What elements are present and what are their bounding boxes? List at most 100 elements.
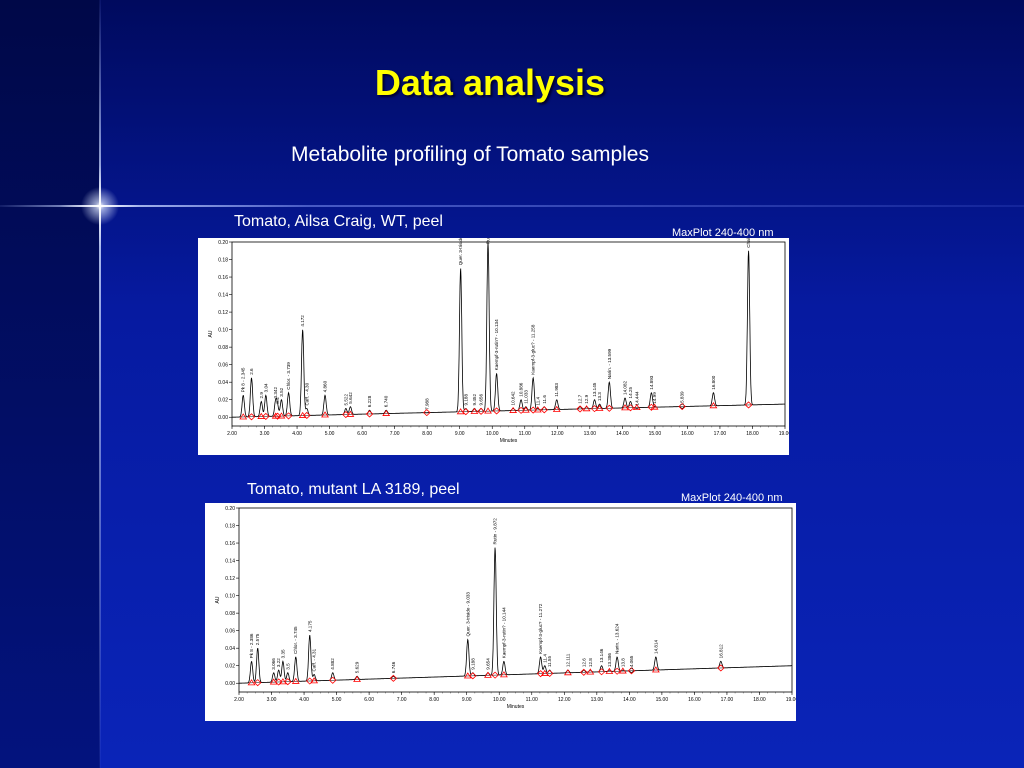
peak-label: 16.800 — [711, 375, 716, 389]
peak-label: 6.228 — [367, 395, 372, 407]
peak-marker — [580, 668, 588, 676]
x-tick-label: 18.00 — [753, 697, 766, 703]
sparkle-vertical — [99, 165, 101, 247]
peak-label: 4.882 — [330, 658, 335, 670]
y-tick-label: 0.10 — [225, 594, 235, 600]
x-tick-label: 7.00 — [390, 431, 400, 437]
x-tick-label: 19.00 — [786, 697, 796, 703]
peak-label: 3.5 — [285, 663, 290, 670]
y-tick-label: 0.00 — [218, 415, 228, 421]
peak-label: 4.860 — [323, 380, 328, 392]
x-tick-label: 3.00 — [260, 431, 270, 437]
y-tick-label: 0.20 — [225, 506, 235, 512]
peak-marker — [651, 666, 660, 673]
y-tick-label: 0.00 — [225, 681, 235, 687]
peak-label: 9.188 — [463, 394, 468, 406]
peak-label: 3.04 — [263, 383, 268, 392]
peak-label: 14.082 — [623, 380, 628, 394]
peak-marker — [321, 411, 329, 418]
peak-label: 3.4 — [275, 397, 280, 404]
x-tick-label: 17.00 — [714, 431, 727, 437]
peak-marker — [284, 678, 292, 686]
x-tick-label: 2.00 — [234, 697, 244, 703]
peak-label: 12.7 — [578, 394, 583, 403]
chart-2-chromatogram: 0.00 0.02 0.04 0.06 0.08 0.10 0.12 0.14 0.16 0.18… — [215, 506, 796, 710]
peak-marker — [632, 403, 641, 411]
peak-marker — [595, 404, 604, 411]
peak-marker — [271, 412, 280, 419]
peak-label: 11.55 — [547, 655, 552, 667]
peak-marker — [552, 405, 561, 412]
y-axis-label: AU — [208, 330, 214, 337]
peak-marker — [365, 410, 374, 418]
peak-label: 5.522 — [343, 394, 348, 406]
peak-marker — [247, 679, 256, 686]
peak-marker — [618, 667, 627, 674]
peak-label: 2.6 — [249, 368, 254, 375]
y-tick-label: 0.02 — [218, 398, 228, 404]
peak-label: 14.25 — [628, 387, 633, 399]
peak-marker — [305, 677, 314, 685]
x-tick-label: 12.00 — [558, 697, 571, 703]
peak-label: 13.146 — [599, 648, 604, 662]
peak-marker — [521, 406, 530, 413]
peak-label: 4.172 — [300, 315, 305, 327]
x-tick-label: 6.00 — [364, 697, 374, 703]
x-tick-label: 17.00 — [721, 697, 734, 703]
peak-marker — [582, 405, 591, 412]
x-tick-label: 19.00 — [779, 431, 789, 437]
peak-marker — [491, 671, 499, 679]
peak-label: 12.9 — [584, 394, 589, 403]
peak-marker — [456, 408, 465, 415]
peak-label: 5.629 — [355, 661, 360, 673]
plot-frame — [238, 507, 793, 693]
x-tick-label: 12.00 — [551, 431, 564, 437]
peak-label: Narin. - 13.624 — [615, 623, 620, 654]
peak-marker — [605, 404, 614, 412]
chart-1-caption: Tomato, Ailsa Craig, WT, peel — [234, 213, 443, 230]
peak-label: Quer. 3-triside - 9.028 — [458, 238, 463, 265]
x-tick-label: 5.00 — [325, 431, 335, 437]
chart-2-panel: 0.00 0.02 0.04 0.06 0.08 0.10 0.12 0.14 0.16 0.18… — [205, 503, 796, 721]
x-tick-label: 3.00 — [267, 697, 277, 703]
peak-label: 4.175 — [307, 620, 312, 632]
y-tick-label: 0.12 — [225, 576, 235, 582]
x-tick-label: 11.00 — [519, 431, 531, 437]
peak-label: 3.52 — [279, 387, 284, 396]
peak-label: Chalc. - 17.88 — [746, 238, 751, 248]
peak-marker — [484, 407, 492, 414]
x-tick-label: 13.00 — [591, 697, 604, 703]
x-tick-label: 15.00 — [656, 697, 669, 703]
y-tick-label: 0.08 — [225, 611, 235, 617]
peak-marker — [536, 670, 545, 678]
peak-label: 3.066 — [271, 658, 276, 670]
chromatogram-trace — [239, 547, 792, 684]
peak-marker — [545, 669, 554, 677]
peak-label: 3.342 — [273, 387, 278, 399]
peak-label: 11.4 — [542, 654, 547, 663]
peak-label: 6.746 — [391, 661, 396, 673]
peak-label: Quer. 3-triside - 9.033 — [465, 592, 470, 637]
x-tick-label: 5.00 — [332, 697, 342, 703]
peak-label: 2.575 — [255, 633, 260, 645]
peak-marker — [709, 402, 718, 409]
peak-marker — [284, 412, 293, 420]
peak-marker — [328, 676, 337, 684]
peak-marker — [253, 679, 262, 687]
peak-marker — [492, 407, 501, 415]
y-axis-label: AU — [215, 596, 221, 603]
x-tick-label: 15.00 — [649, 431, 662, 437]
x-tick-label: 7.00 — [397, 697, 407, 703]
y-tick-label: 0.18 — [225, 524, 235, 530]
x-tick-label: 14.00 — [616, 431, 629, 437]
chromatogram-trace — [232, 241, 785, 418]
peak-marker — [463, 672, 472, 679]
peak-label: 10.642 — [511, 391, 516, 405]
x-tick-label: 4.00 — [299, 697, 309, 703]
x-tick-label: 14.00 — [623, 697, 636, 703]
peak-label: Kaempf-3-gluc? - 11.258 — [531, 324, 536, 375]
x-tick-label: 2.00 — [227, 431, 237, 437]
x-tick-label: 8.00 — [422, 431, 432, 437]
peak-marker — [576, 405, 584, 413]
x-tick-label: 16.00 — [681, 431, 694, 437]
